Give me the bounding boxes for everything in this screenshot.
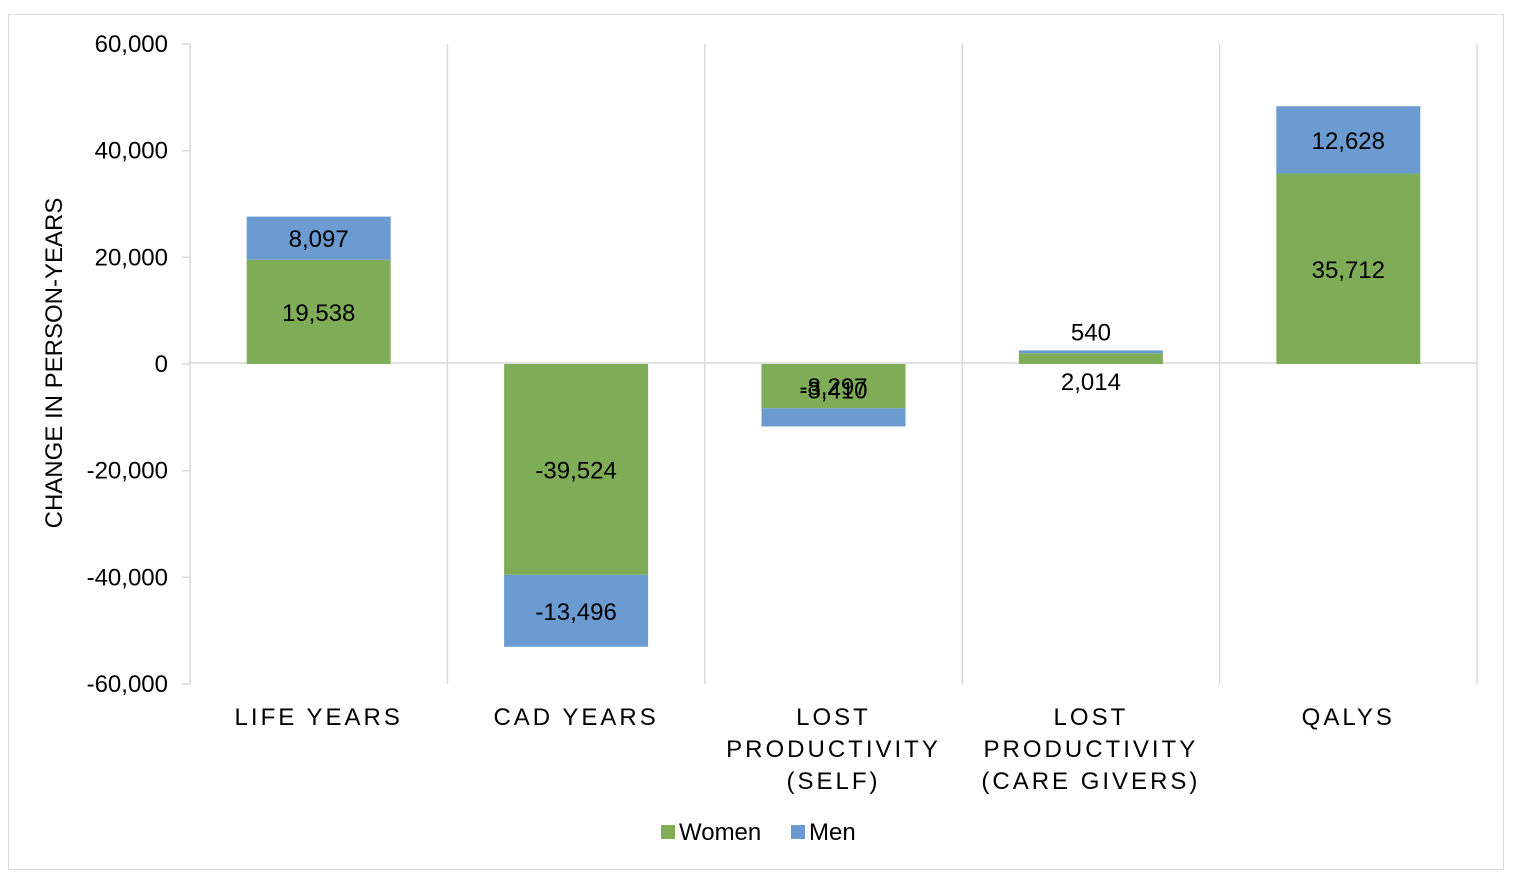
category-label: LIFE YEARS [235, 704, 403, 731]
chart-frame [8, 14, 1504, 870]
category-label: LOST [1054, 704, 1129, 731]
bar-men [504, 574, 649, 647]
data-label: -13,496 [535, 599, 616, 626]
bar-men [761, 408, 906, 427]
data-label: 2,014 [1061, 369, 1121, 396]
data-label: -39,524 [535, 457, 616, 484]
bar-women [761, 364, 906, 409]
bar-men [246, 216, 391, 260]
y-tick-label: -20,000 [87, 458, 168, 485]
data-label: -3,410 [799, 377, 867, 404]
data-label: 540 [1071, 319, 1111, 346]
data-labels: 19,538 8,097 -39,524 -13,496 -8,297-3,410 2,0… [282, 128, 1385, 626]
legend: Women Men [661, 819, 856, 846]
bar-women [504, 364, 649, 575]
data-label: -8,297 [799, 374, 867, 401]
legend-swatch-men [791, 825, 805, 839]
bars [246, 106, 1421, 647]
y-tick-label: -40,000 [87, 564, 168, 591]
category-label: (CARE GIVERS) [981, 768, 1200, 795]
y-axis-label: CHANGE IN PERSON-YEARS [41, 198, 68, 529]
y-tick-label: 0 [155, 351, 168, 378]
category-label: PRODUCTIVITY [984, 736, 1199, 763]
y-tick-label: 60,000 [95, 31, 168, 58]
data-label: 12,628 [1312, 128, 1385, 155]
bar-men [1276, 106, 1421, 174]
bar-women [246, 259, 391, 364]
y-axis-ticks: 60,000 40,000 20,000 0 -20,000 -40,000 -60,000 [87, 31, 190, 698]
y-tick-label: -60,000 [87, 671, 168, 698]
bar-women [1276, 173, 1421, 364]
y-tick-label: 40,000 [95, 138, 168, 165]
bar-men [1018, 350, 1163, 354]
y-tick-label: 20,000 [95, 244, 168, 271]
category-label: LOST [796, 704, 871, 731]
legend-label-women: Women [679, 819, 761, 846]
bar-women [1018, 353, 1163, 364]
category-label: CAD YEARS [493, 704, 658, 731]
data-label: 35,712 [1312, 257, 1385, 284]
data-label: 19,538 [282, 300, 355, 327]
category-label: (SELF) [786, 768, 880, 795]
legend-swatch-women [661, 825, 675, 839]
category-label: QALYS [1302, 704, 1395, 731]
x-axis-categories: LIFE YEARS CAD YEARS LOST PRODUCTIVITY (SELF… [235, 704, 1395, 795]
data-label: 8,097 [289, 226, 349, 253]
category-label: PRODUCTIVITY [726, 736, 941, 763]
legend-label-men: Men [809, 819, 856, 846]
